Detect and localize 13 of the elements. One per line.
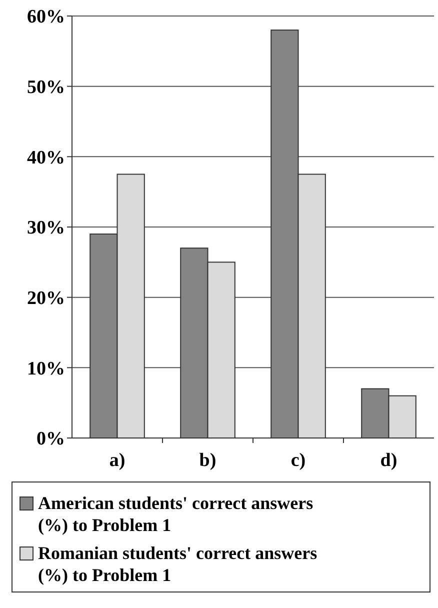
y-tick-label: 40% xyxy=(27,147,65,168)
x-tick-label: b) xyxy=(199,450,216,471)
legend-label: American students' correct answers (%) to Problem 1 xyxy=(38,493,314,535)
y-tick-label: 10% xyxy=(27,358,65,380)
legend-label: Romanian students' correct answers (%) to Problem 1 xyxy=(38,543,318,585)
x-tick-label: c) xyxy=(290,450,306,471)
x-tick-label: d) xyxy=(380,450,398,471)
y-tick-label: 20% xyxy=(27,288,65,309)
y-tick-label: 0% xyxy=(36,428,65,450)
y-tick-label: 30% xyxy=(27,218,65,239)
x-tick-label: a) xyxy=(109,450,126,471)
y-tick-label: 50% xyxy=(27,76,65,98)
y-tick-label: 60% xyxy=(27,6,65,28)
